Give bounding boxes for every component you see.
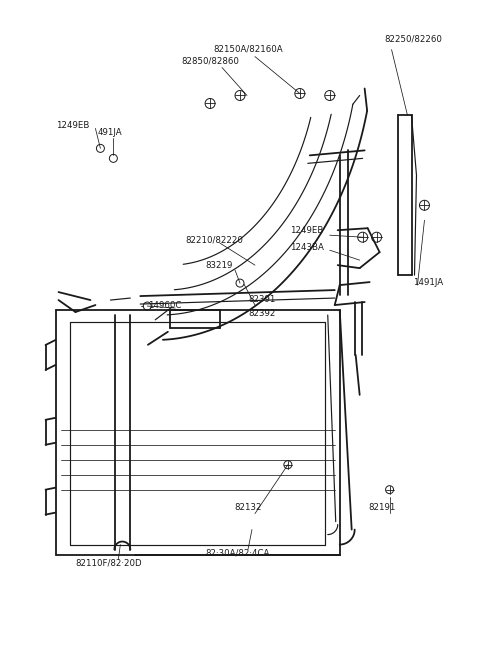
Text: 1249EB: 1249EB [56,121,89,130]
Text: 82191: 82191 [368,503,395,512]
Text: 1249EB: 1249EB [290,226,323,235]
Text: 491JA: 491JA [97,128,122,137]
Text: 82850/82860: 82850/82860 [181,56,239,65]
Text: 82392: 82392 [248,309,276,317]
Text: 1243BA: 1243BA [290,242,324,252]
Text: 82150A/82160A: 82150A/82160A [213,44,283,53]
Text: 1491JA: 1491JA [413,278,444,286]
Text: 82210/82220: 82210/82220 [185,236,243,244]
Text: 82·30A/82·4CA: 82·30A/82·4CA [206,548,270,557]
Text: 82110F/82·20D: 82110F/82·20D [75,558,142,567]
Text: 82132: 82132 [234,503,262,512]
Text: 82250/82260: 82250/82260 [384,34,443,43]
Text: 83219: 83219 [205,261,232,269]
Text: 82391: 82391 [248,294,276,304]
Text: 14960C: 14960C [148,300,181,309]
